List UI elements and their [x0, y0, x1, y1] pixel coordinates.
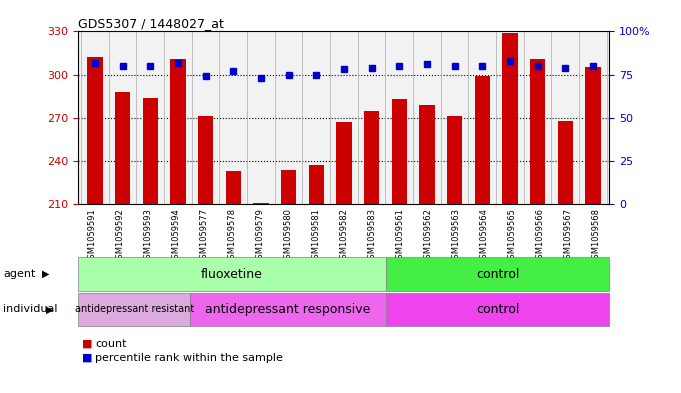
- Bar: [336, 122, 351, 204]
- Text: agent: agent: [3, 269, 36, 279]
- Text: GDS5307 / 1448027_at: GDS5307 / 1448027_at: [78, 17, 224, 30]
- Bar: [253, 203, 268, 204]
- Text: count: count: [95, 339, 127, 349]
- Text: GSM1059579: GSM1059579: [255, 208, 264, 264]
- Text: control: control: [476, 268, 520, 281]
- Text: GSM1059593: GSM1059593: [144, 208, 153, 264]
- Text: GSM1059583: GSM1059583: [367, 208, 377, 264]
- Bar: [170, 59, 185, 204]
- Text: GSM1059564: GSM1059564: [479, 208, 488, 264]
- Text: antidepressant resistant: antidepressant resistant: [75, 305, 194, 314]
- Bar: [142, 98, 158, 204]
- Bar: [530, 59, 545, 204]
- Text: GSM1059561: GSM1059561: [395, 208, 405, 264]
- Bar: [503, 33, 518, 204]
- Text: GSM1059577: GSM1059577: [200, 208, 208, 264]
- Text: GSM1059568: GSM1059568: [591, 208, 600, 264]
- Bar: [475, 76, 490, 204]
- Text: GSM1059566: GSM1059566: [535, 208, 544, 264]
- Bar: [585, 68, 601, 204]
- Text: control: control: [476, 303, 520, 316]
- Text: ■: ■: [82, 339, 92, 349]
- Bar: [198, 116, 213, 204]
- Text: ■: ■: [82, 353, 92, 363]
- Text: GSM1059567: GSM1059567: [563, 208, 572, 264]
- Text: antidepressant responsive: antidepressant responsive: [205, 303, 370, 316]
- Text: percentile rank within the sample: percentile rank within the sample: [95, 353, 283, 363]
- Text: GSM1059592: GSM1059592: [116, 208, 125, 264]
- Text: ▶: ▶: [46, 305, 54, 314]
- Text: fluoxetine: fluoxetine: [201, 268, 263, 281]
- Text: GSM1059582: GSM1059582: [339, 208, 349, 264]
- Text: GSM1059563: GSM1059563: [452, 208, 460, 264]
- Text: GSM1059591: GSM1059591: [88, 208, 97, 264]
- Bar: [281, 170, 296, 204]
- Bar: [419, 105, 434, 204]
- Bar: [447, 116, 462, 204]
- Bar: [225, 171, 241, 204]
- Bar: [87, 57, 103, 204]
- Bar: [115, 92, 130, 204]
- Bar: [364, 111, 379, 204]
- Text: GSM1059578: GSM1059578: [227, 208, 236, 264]
- Text: GSM1059580: GSM1059580: [283, 208, 293, 264]
- Text: ▶: ▶: [42, 269, 50, 279]
- Text: GSM1059594: GSM1059594: [172, 208, 180, 264]
- Text: GSM1059562: GSM1059562: [424, 208, 432, 264]
- Text: GSM1059581: GSM1059581: [311, 208, 321, 264]
- Text: individual: individual: [3, 305, 58, 314]
- Bar: [392, 99, 407, 204]
- Bar: [308, 165, 324, 204]
- Bar: [558, 121, 573, 204]
- Text: GSM1059565: GSM1059565: [507, 208, 516, 264]
